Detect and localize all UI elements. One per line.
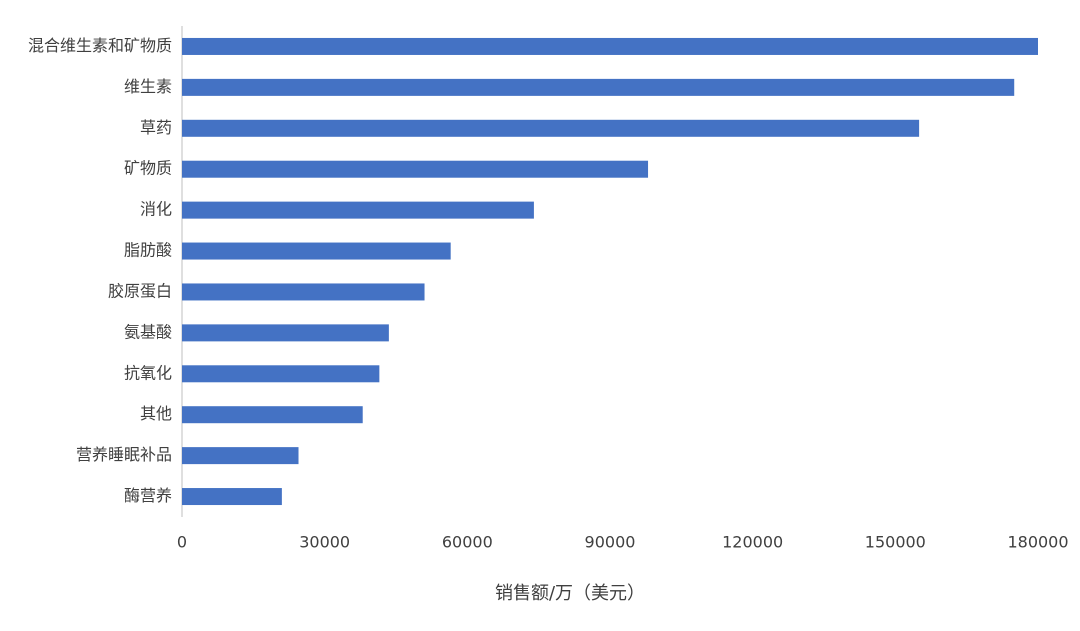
x-tick-label: 90000 — [585, 533, 636, 552]
x-axis-title: 销售额/万（美元） — [495, 583, 645, 604]
y-tick-label: 矿物质 — [124, 159, 172, 178]
bar — [182, 488, 282, 506]
bar — [182, 324, 389, 342]
x-tick-label: 120000 — [722, 533, 783, 552]
bar — [182, 365, 380, 383]
bar — [182, 78, 1015, 96]
y-tick-label: 维生素 — [124, 77, 172, 96]
bar — [182, 447, 299, 465]
y-tick-label: 营养睡眠补品 — [76, 445, 172, 464]
y-tick-label: 消化 — [140, 200, 172, 219]
y-tick-label: 酶营养 — [124, 486, 172, 505]
y-tick-label: 其他 — [140, 404, 172, 423]
x-tick-label: 30000 — [299, 533, 350, 552]
y-tick-label: 草药 — [140, 118, 172, 137]
x-tick-label: 150000 — [865, 533, 926, 552]
bar — [182, 37, 1038, 55]
y-tick-label: 胶原蛋白 — [108, 281, 172, 300]
y-tick-label: 混合维生素和矿物质 — [28, 36, 172, 55]
y-tick-label: 氨基酸 — [124, 322, 172, 341]
bar — [182, 160, 649, 178]
bar — [182, 242, 451, 260]
bar — [182, 406, 363, 424]
x-tick-label: 0 — [177, 533, 187, 552]
bar — [182, 119, 920, 137]
x-tick-label: 180000 — [1007, 533, 1068, 552]
bar — [182, 201, 534, 219]
bar — [182, 283, 425, 301]
y-tick-label: 抗氧化 — [124, 363, 172, 382]
x-tick-label: 60000 — [442, 533, 493, 552]
y-tick-label: 脂肪酸 — [124, 241, 172, 260]
